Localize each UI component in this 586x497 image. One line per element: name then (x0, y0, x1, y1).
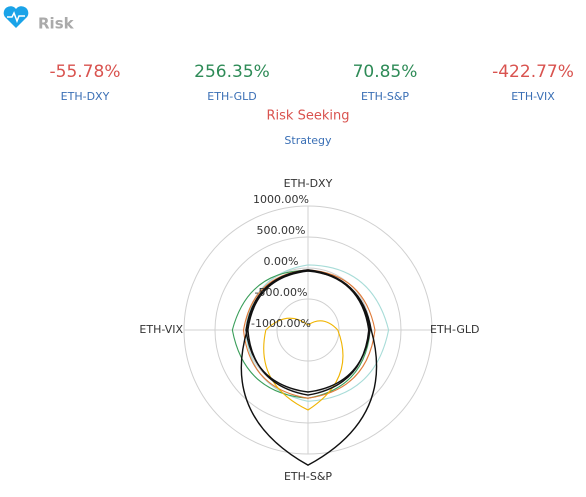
stat-label: ETH-S&P (361, 90, 409, 103)
radial-tick-label: 500.00% (257, 224, 306, 237)
axis-label: ETH-VIX (139, 323, 183, 336)
axis-label: ETH-S&P (284, 470, 332, 483)
series-line (245, 269, 371, 393)
stat-label: ETH-VIX (511, 90, 555, 103)
axis-label: ETH-DXY (284, 177, 333, 190)
pulse-icon (7, 11, 25, 24)
stat-label: ETH-GLD (207, 90, 256, 103)
radial-tick-label: 1000.00% (253, 193, 309, 206)
series-line (263, 317, 344, 411)
stat-value: 256.35% (194, 62, 270, 82)
stat-value: -422.77% (492, 62, 574, 82)
radial-tick-label: -500.00% (255, 286, 308, 299)
radial-tick-label: 0.00% (264, 255, 299, 268)
series-line (242, 269, 376, 399)
profile-title: Risk Seeking (267, 109, 350, 124)
stat-label: ETH-DXY (61, 90, 110, 103)
panel-title: Risk (38, 15, 75, 33)
axis-label: ETH-GLD (430, 323, 479, 336)
stat-value: 70.85% (353, 62, 418, 82)
stat-value: -55.78% (50, 62, 121, 82)
profile-subtitle: Strategy (284, 134, 332, 147)
radial-tick-label: -1000.00% (251, 317, 311, 330)
